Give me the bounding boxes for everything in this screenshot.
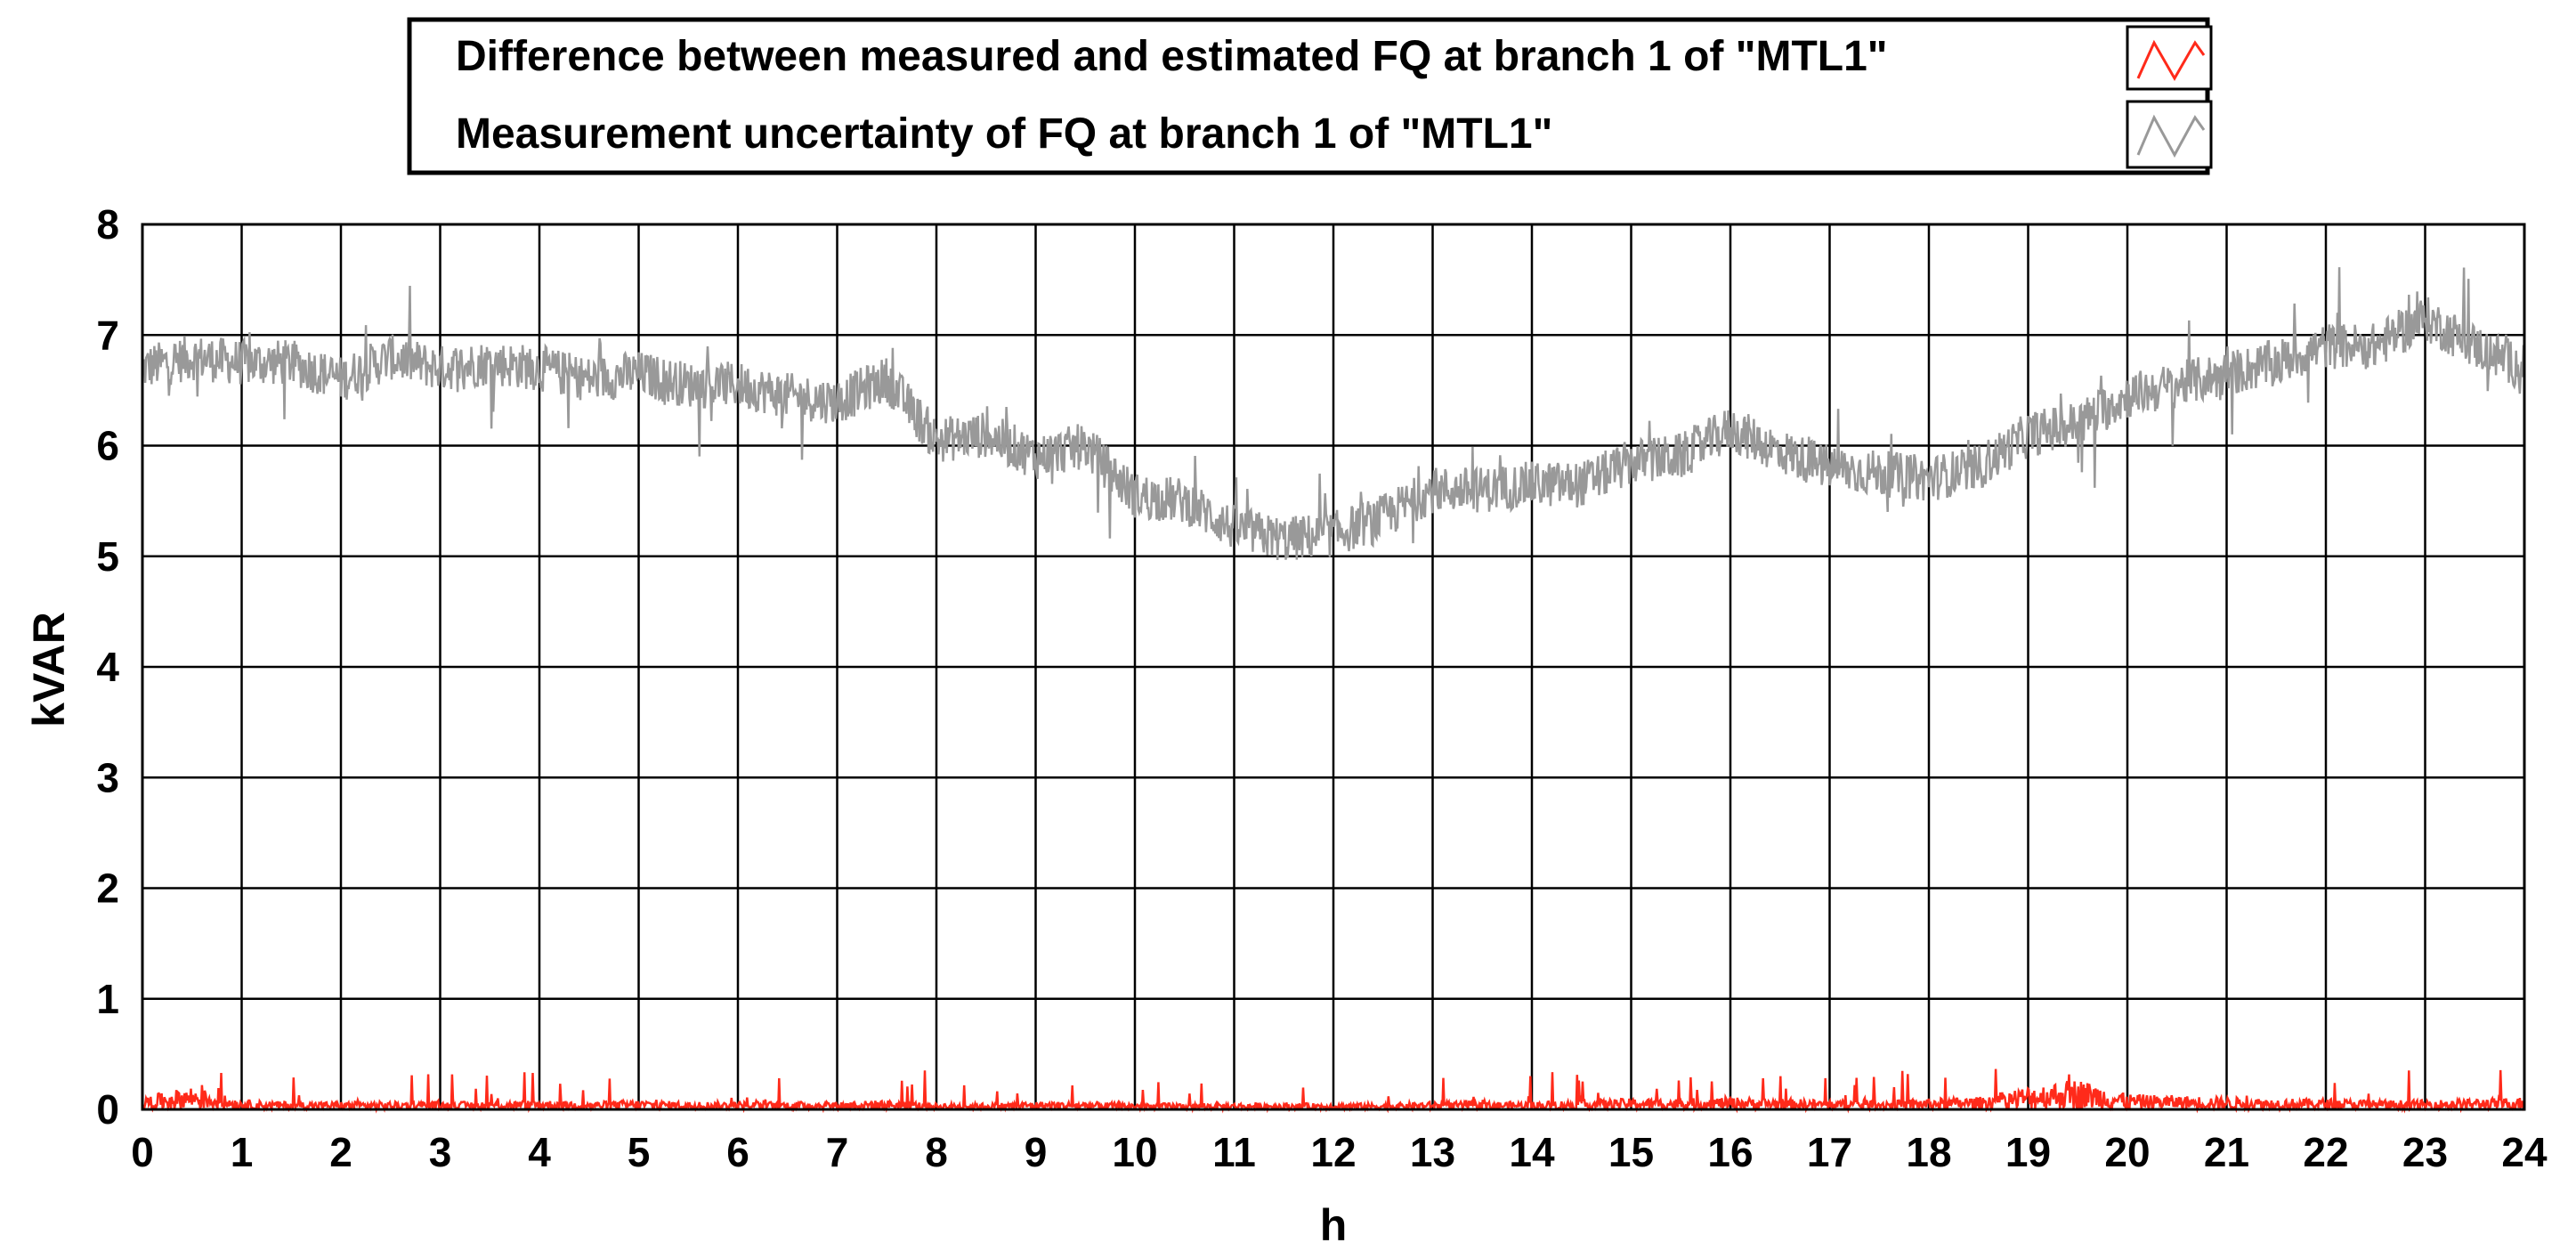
y-tick-label: 1 xyxy=(96,976,119,1022)
x-tick-label: 16 xyxy=(1707,1129,1753,1175)
legend-label-uncertainty: Measurement uncertainty of FQ at branch … xyxy=(456,110,1552,158)
y-axis-label: kVAR xyxy=(24,612,74,727)
x-tick-label: 5 xyxy=(628,1129,651,1175)
series-layer xyxy=(141,267,2526,1114)
x-tick-label: 1 xyxy=(231,1129,254,1175)
x-tick-label: 18 xyxy=(1906,1129,1951,1175)
legend-swatch-difference xyxy=(2126,25,2213,91)
x-tick-labels: 0 1 2 3 4 5 6 7 8 9 10 11 12 13 14 15 16 17 18 19 20 21 22 23 24 xyxy=(131,1129,2548,1175)
x-tick-label: 10 xyxy=(1112,1129,1157,1175)
x-tick-label: 24 xyxy=(2501,1129,2548,1175)
x-tick-label: 4 xyxy=(528,1129,551,1175)
x-tick-label: 21 xyxy=(2204,1129,2249,1175)
y-tick-label: 2 xyxy=(96,865,119,912)
x-tick-label: 23 xyxy=(2402,1129,2448,1175)
grid xyxy=(141,223,2526,1111)
x-tick-label: 3 xyxy=(429,1129,452,1175)
y-tick-label: 5 xyxy=(96,533,119,580)
x-tick-label: 8 xyxy=(925,1129,948,1175)
x-tick-label: 19 xyxy=(2005,1129,2051,1175)
y-tick-label: 0 xyxy=(96,1086,119,1133)
plot-frame xyxy=(141,223,2526,1111)
y-tick-label: 3 xyxy=(96,754,119,800)
x-tick-label: 17 xyxy=(1807,1129,1852,1175)
legend-swatch-difference-line xyxy=(2136,39,2206,82)
x-tick-label: 11 xyxy=(1212,1129,1256,1175)
x-tick-label: 0 xyxy=(131,1129,154,1175)
x-tick-label: 7 xyxy=(826,1129,849,1175)
legend-swatch-uncertainty-line xyxy=(2136,114,2206,158)
x-tick-label: 9 xyxy=(1025,1129,1048,1175)
y-tick-label: 6 xyxy=(96,423,119,469)
x-tick-label: 2 xyxy=(329,1129,352,1175)
y-tick-labels: 0 1 2 3 4 5 6 7 8 xyxy=(96,201,119,1133)
x-tick-label: 22 xyxy=(2303,1129,2348,1175)
x-tick-label: 15 xyxy=(1608,1129,1654,1175)
legend-box xyxy=(407,17,2210,175)
x-axis-label: h xyxy=(1320,1200,1348,1250)
legend: Difference between measured and estimate… xyxy=(407,17,2213,175)
legend-swatch-uncertainty xyxy=(2126,100,2213,169)
x-tick-label: 13 xyxy=(1410,1129,1455,1175)
y-tick-label: 4 xyxy=(96,644,119,690)
x-tick-label: 20 xyxy=(2104,1129,2150,1175)
x-tick-label: 14 xyxy=(1509,1129,1555,1175)
y-tick-label: 8 xyxy=(96,201,119,248)
x-tick-label: 12 xyxy=(1310,1129,1356,1175)
series-line-uncertainty xyxy=(142,267,2526,561)
x-tick-label: 6 xyxy=(726,1129,749,1175)
y-tick-label: 7 xyxy=(96,312,119,358)
legend-label-difference: Difference between measured and estimate… xyxy=(456,33,1888,80)
series-line-difference xyxy=(141,1068,2526,1114)
